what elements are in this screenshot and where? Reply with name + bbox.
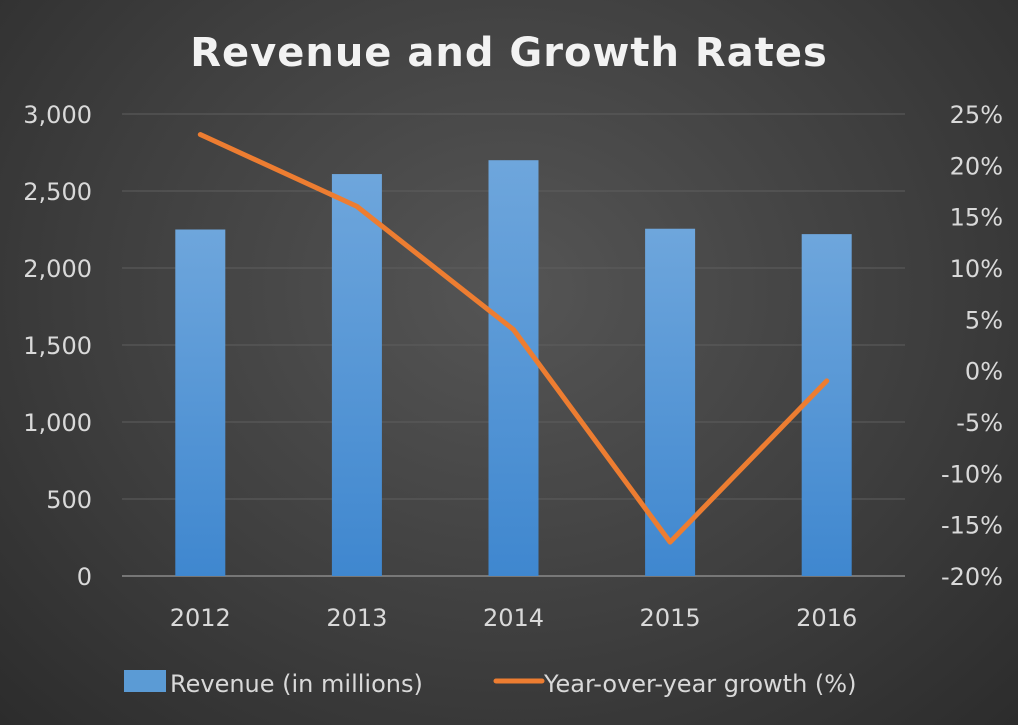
- right-axis-tick-label: 10%: [950, 255, 1003, 283]
- legend-swatch-revenue: [124, 670, 166, 692]
- revenue-bar: [801, 234, 852, 576]
- revenue-bar: [175, 229, 226, 576]
- legend-label-growth: Year-over-year growth (%): [543, 670, 856, 698]
- revenue-bar: [331, 174, 382, 576]
- x-axis-tick-label: 2015: [640, 604, 701, 632]
- right-axis-tick-label: 20%: [950, 152, 1003, 180]
- right-axis-tick-label: 15%: [950, 204, 1003, 232]
- x-axis-tick-label: 2013: [326, 604, 387, 632]
- left-axis-tick-label: 0: [77, 563, 92, 591]
- right-axis-tick-label: 25%: [950, 101, 1003, 129]
- left-axis-tick-label: 500: [46, 486, 92, 514]
- x-axis-tick-label: 2012: [170, 604, 231, 632]
- chart-title: Revenue and Growth Rates: [190, 30, 828, 76]
- left-axis-tick-label: 2,000: [23, 255, 92, 283]
- legend-label-revenue: Revenue (in millions): [170, 670, 423, 698]
- left-axis-tick-label: 2,500: [23, 178, 92, 206]
- left-axis-tick-label: 1,000: [23, 409, 92, 437]
- legend: Revenue (in millions) Year-over-year gro…: [124, 670, 856, 698]
- left-axis-tick-label: 3,000: [23, 101, 92, 129]
- x-axis-tick-label: 2014: [483, 604, 544, 632]
- right-axis-tick-label: -10%: [941, 460, 1003, 488]
- right-axis-tick-label: -5%: [956, 409, 1003, 437]
- right-axis-tick-label: 5%: [965, 306, 1003, 334]
- left-axis-tick-label: 1,500: [23, 332, 92, 360]
- revenue-bar: [488, 160, 539, 576]
- x-axis-tick-label: 2016: [796, 604, 857, 632]
- right-axis-tick-label: 0%: [965, 358, 1003, 386]
- right-axis-tick-label: -15%: [941, 512, 1003, 540]
- right-axis-tick-label: -20%: [941, 563, 1003, 591]
